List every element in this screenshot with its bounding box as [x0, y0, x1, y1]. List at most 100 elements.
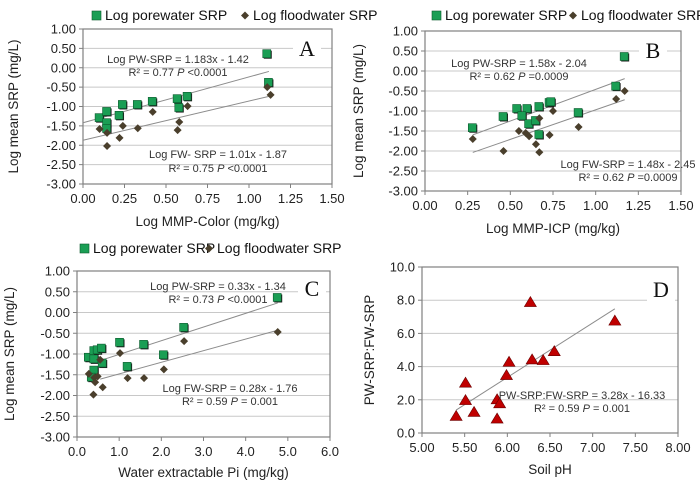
r-squared: R² = 0.59	[534, 403, 583, 415]
y-tick-label: -0.50	[46, 80, 76, 95]
data-point-porewater	[182, 92, 192, 101]
data-point-porewater	[115, 337, 124, 347]
data-point-ratio	[547, 345, 561, 356]
x-tick-label: 6.50	[537, 440, 562, 455]
data-point-floodwater	[123, 374, 132, 383]
data-point-floodwater	[91, 378, 100, 387]
trend-equation: Log PW-SRP = 1.58x - 2.04	[451, 58, 587, 70]
y-tick-label: 6.0	[397, 326, 415, 341]
legend-porewater-marker	[79, 243, 90, 254]
data-point-floodwater	[468, 135, 477, 143]
x-tick-label: 1.0	[110, 444, 128, 459]
data-point-porewater	[122, 362, 132, 371]
data-point-ratio	[449, 409, 463, 421]
data-point-floodwater	[574, 123, 583, 131]
data-point-floodwater	[103, 128, 112, 137]
chart-panel-d: 10.0 8.0 6.0 4.0 2.0 0.05.00 5.50 6.00 6.50 7.00 7…	[362, 260, 691, 478]
data-point-porewater	[262, 49, 272, 58]
y-axis-label: Log mean SRP (mg/L)	[351, 44, 366, 178]
trend-stats: R² = 0.62 P =0.0009	[578, 172, 677, 184]
x-tick-label: 0.00	[70, 191, 95, 206]
legend: Log porewater SRP Log floodwater SRP	[79, 240, 342, 256]
panel-letter: A	[299, 36, 315, 61]
data-point-porewater	[467, 123, 477, 132]
y-tick-label: 1.00	[45, 264, 70, 279]
data-point-porewater	[517, 111, 527, 120]
trend-stats: R² = 0.75 P <0.0001	[168, 163, 267, 175]
data-point-floodwater	[84, 369, 93, 378]
r-squared: R² = 0.62	[578, 172, 627, 184]
panel-letter-bg	[647, 277, 675, 303]
trend-stats: R² = 0.59 P = 0.001	[182, 396, 278, 408]
plot-frame	[82, 28, 333, 185]
plot-frame	[76, 270, 331, 438]
r-squared: R² = 0.62	[469, 71, 518, 83]
y-tick-label: -1.50	[46, 118, 76, 133]
data-point-porewater	[619, 52, 629, 61]
r-squared: R² = 0.77	[128, 67, 177, 79]
panel-letter: C	[305, 276, 320, 301]
x-tick-label: 1.50	[668, 198, 693, 213]
data-point-porewater	[546, 97, 556, 106]
data-point-floodwater	[140, 374, 149, 383]
x-axis-label: Water extractable Pi (mg/kg)	[118, 465, 289, 480]
data-point-floodwater	[525, 132, 534, 141]
data-point-floodwater	[95, 124, 104, 133]
data-point-ratio	[499, 368, 514, 380]
x-tick-label: 6.0	[321, 444, 339, 459]
y-tick-label: -1.00	[46, 99, 76, 114]
x-tick-label: 0.50	[498, 198, 523, 213]
data-point-porewater	[97, 343, 106, 353]
data-point-ratio	[458, 394, 473, 405]
p-value: <0.0001	[224, 294, 267, 306]
y-tick-label: -1.50	[40, 367, 70, 382]
legend-floodwater-marker	[241, 11, 249, 20]
p-symbol: P	[583, 403, 591, 415]
data-point-floodwater	[180, 337, 189, 346]
data-point-ratio	[608, 314, 622, 326]
x-tick-label: 1.00	[236, 191, 261, 206]
trend-equation: Log FW-SRP = 1.48x - 2.45	[560, 159, 695, 171]
x-tick-label: 1.50	[319, 191, 344, 206]
p-symbol: P	[518, 71, 526, 83]
y-axis-label: Log mean SRP (mg/L)	[2, 287, 17, 421]
p-symbol: P	[231, 396, 239, 408]
x-tick-label: 5.00	[409, 440, 434, 455]
y-tick-label: -1.00	[388, 104, 418, 119]
p-value: =0.0009	[525, 71, 568, 83]
trend-stats: R² = 0.73 P <0.0001	[168, 294, 267, 306]
data-point-floodwater	[499, 147, 508, 155]
legend-porewater-label: Log porewater SRP	[105, 7, 227, 23]
y-tick-label: -1.50	[388, 124, 418, 139]
data-point-ratio	[467, 405, 481, 417]
x-tick-label: 0.75	[195, 191, 220, 206]
data-point-floodwater	[620, 87, 629, 95]
plot-frame	[424, 30, 682, 192]
y-tick-label: 0.00	[45, 305, 70, 320]
data-point-floodwater	[266, 90, 275, 99]
y-tick-label: -3.00	[46, 177, 76, 192]
y-tick-label: 8.0	[397, 293, 415, 308]
chart-panel-b: 1.00 0.50 0.00 -0.50 -1.00 -1.50 -2.00 -2.50 -3.…	[351, 7, 700, 236]
p-symbol: P	[217, 163, 225, 175]
x-tick-label: 7.50	[623, 440, 648, 455]
r-squared: R² = 0.73	[168, 294, 217, 306]
data-point-floodwater	[263, 83, 272, 92]
y-tick-label: -3.00	[40, 430, 70, 445]
data-point-floodwater	[103, 142, 112, 151]
x-tick-label: 1.25	[278, 191, 303, 206]
y-tick-label: 1.00	[51, 22, 76, 37]
r-squared: R² = 0.75	[168, 163, 217, 175]
panel-letter-bg	[639, 38, 667, 64]
x-axis-label: Soil pH	[528, 462, 572, 477]
y-tick-label: 4.0	[397, 359, 415, 374]
y-tick-label: 10.0	[390, 260, 415, 275]
data-point-floodwater	[183, 102, 192, 111]
data-point-floodwater	[531, 140, 540, 149]
legend-floodwater-marker	[569, 11, 577, 20]
data-point-porewater	[534, 102, 544, 111]
trend-line	[100, 302, 278, 362]
data-point-floodwater	[89, 390, 98, 399]
x-tick-label: 0.75	[540, 198, 565, 213]
data-point-porewater	[573, 108, 583, 117]
